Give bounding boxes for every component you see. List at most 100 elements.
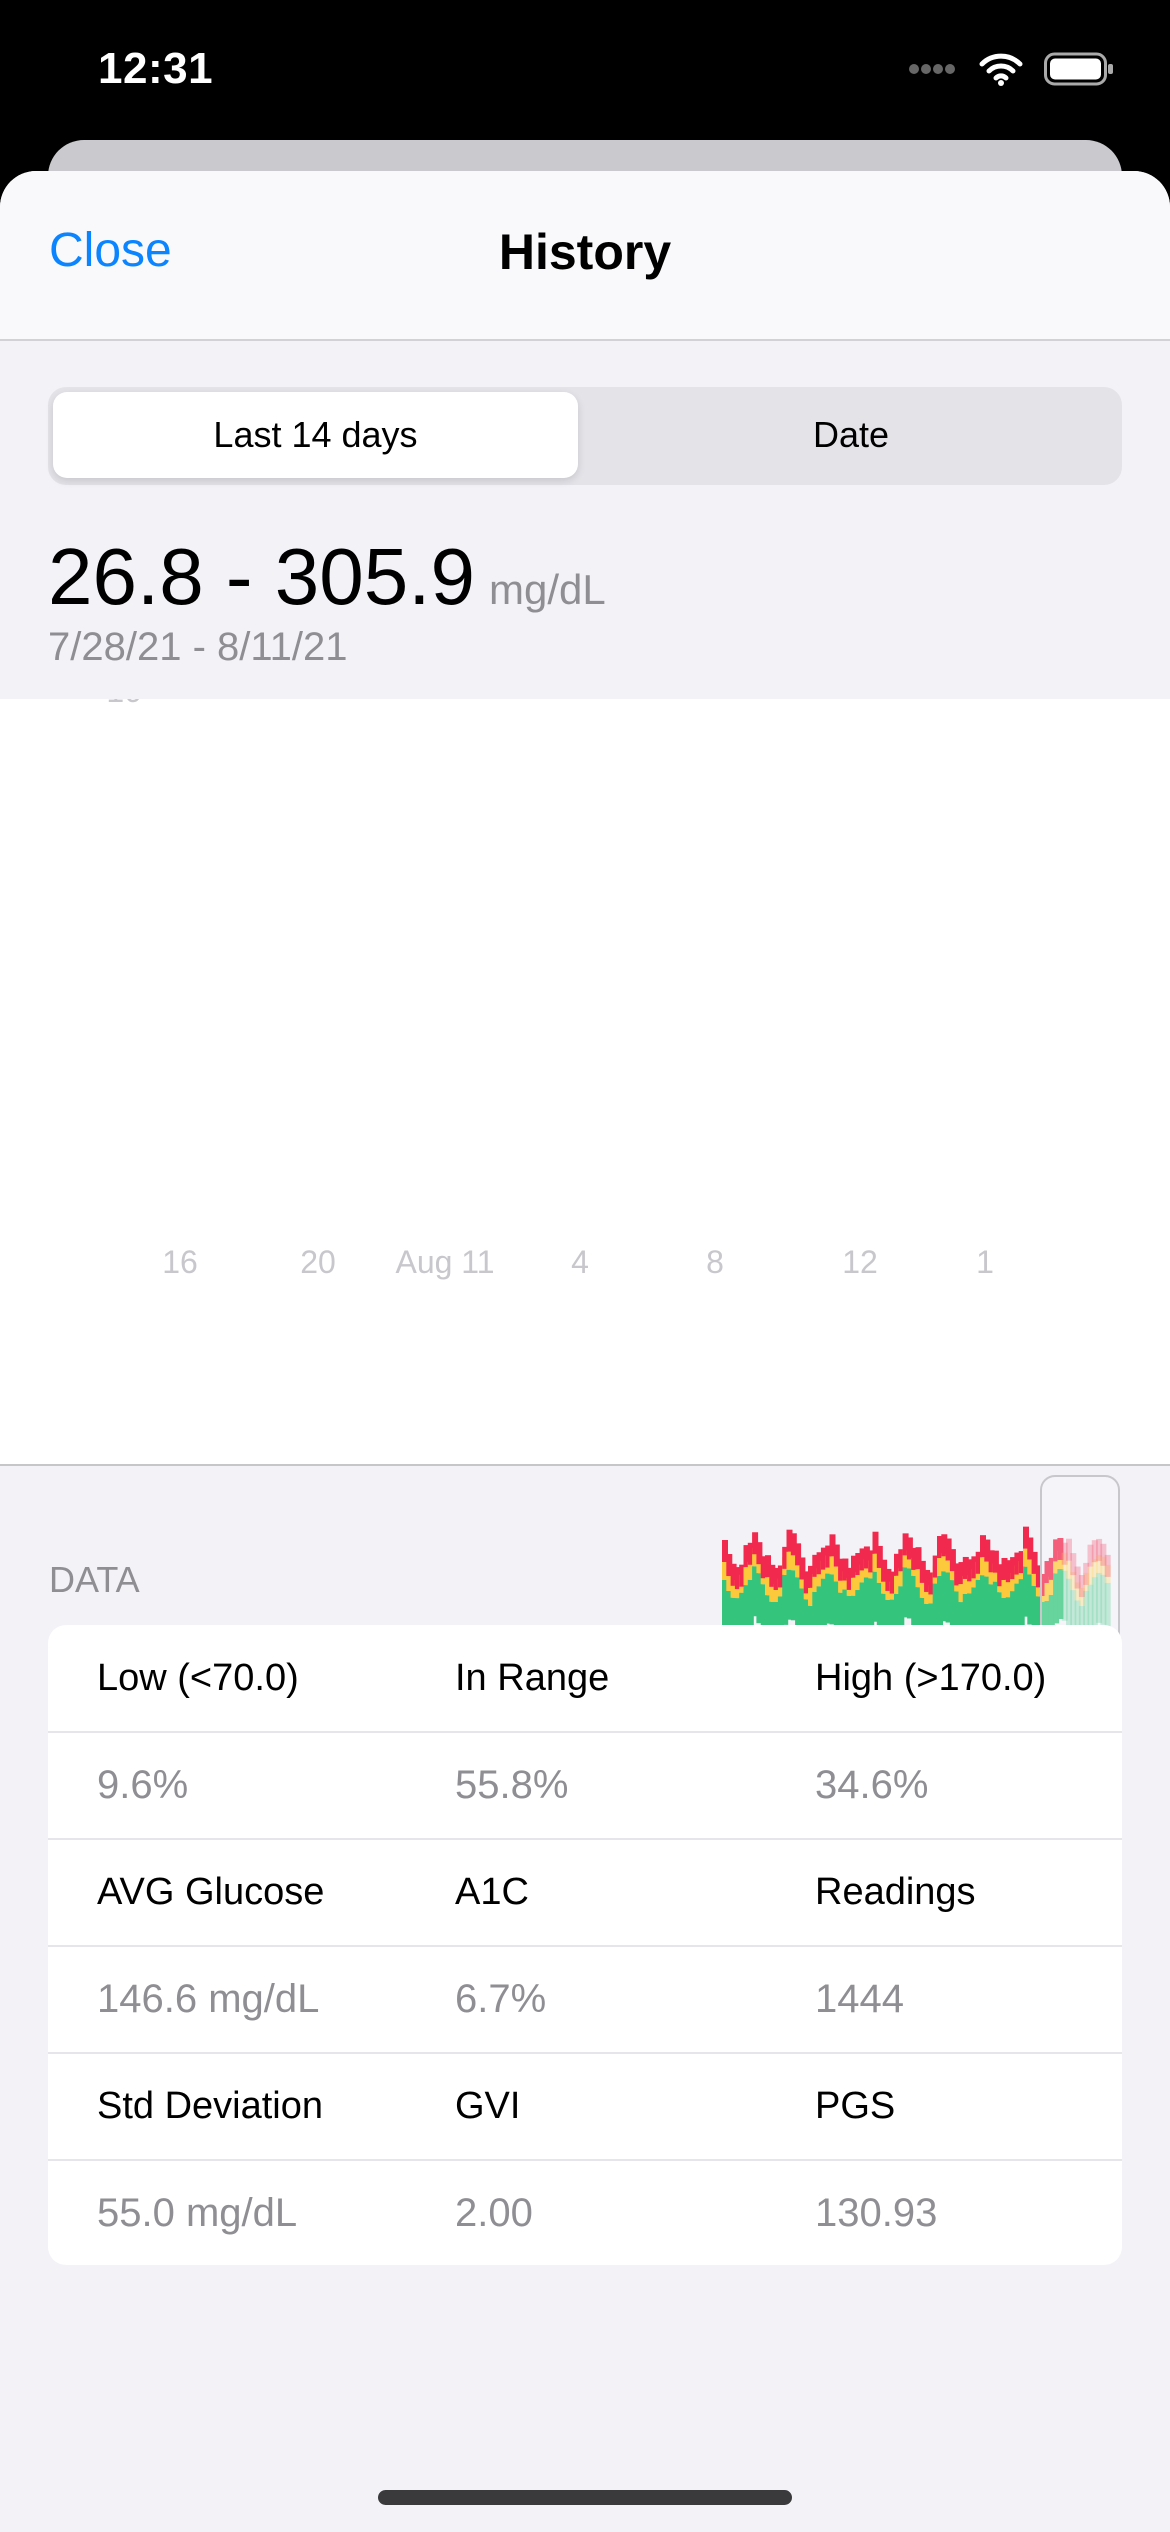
overview-bar xyxy=(782,1574,789,1625)
stat-label: GVI xyxy=(455,2085,521,2127)
navigation-bar: Close History xyxy=(0,171,1170,341)
overview-bar xyxy=(1091,1540,1098,1563)
overview-bar xyxy=(808,1587,814,1606)
overview-bar xyxy=(1074,1566,1081,1589)
segment-date[interactable]: Date xyxy=(812,414,890,455)
overview-bar xyxy=(734,1567,741,1590)
overview-bar xyxy=(1053,1573,1060,1624)
stat-value: 55.8% xyxy=(455,1763,569,1807)
overview-bar xyxy=(1048,1594,1055,1645)
overview-bar xyxy=(997,1592,1004,1643)
overview-bar xyxy=(988,1550,995,1573)
overview-bar xyxy=(726,1554,733,1577)
overview-bar xyxy=(1096,1554,1103,1573)
overview-bar xyxy=(747,1542,754,1565)
overview-bar xyxy=(777,1578,784,1597)
overview-bar xyxy=(1066,1560,1072,1579)
overview-bar xyxy=(945,1538,952,1561)
overview-bar xyxy=(1005,1597,1012,1648)
x-tick-label: Aug 11 xyxy=(395,1244,494,1280)
overview-bar xyxy=(1031,1551,1038,1574)
overview-bar xyxy=(846,1595,853,1646)
overview-bar xyxy=(863,1559,870,1578)
chart-overview-scrubber[interactable] xyxy=(0,1468,1170,1674)
y-tick-label: 10 xyxy=(106,699,142,709)
overview-bar xyxy=(812,1573,819,1592)
glucose-chart[interactable]: 33025017090101620Aug 11481210 U15 U xyxy=(0,699,1170,1289)
overview-bar xyxy=(859,1582,866,1633)
overview-bar xyxy=(992,1550,999,1573)
x-tick-label: 1 xyxy=(976,1244,994,1280)
overview-bar xyxy=(799,1557,806,1580)
segment-last-14-days[interactable]: Last 14 days xyxy=(53,392,578,478)
x-tick-label: 8 xyxy=(706,1244,724,1280)
overview-bar xyxy=(1070,1553,1077,1576)
overview-bar xyxy=(851,1577,857,1596)
overview-bar xyxy=(1070,1572,1077,1591)
overview-bar xyxy=(980,1535,986,1558)
page-title: History xyxy=(498,224,672,280)
close-button[interactable]: Close xyxy=(49,224,172,277)
overview-bar xyxy=(825,1573,832,1624)
overview-bar xyxy=(1078,1587,1085,1606)
overview-bar xyxy=(945,1572,952,1623)
overview-bar xyxy=(885,1599,892,1650)
overview-bar xyxy=(1027,1574,1034,1625)
overview-bar xyxy=(863,1577,870,1628)
overview-bar xyxy=(1035,1578,1042,1597)
overview-bar xyxy=(1100,1574,1107,1625)
overview-bar xyxy=(967,1559,974,1582)
overview-bar xyxy=(851,1595,857,1646)
overview-bar xyxy=(743,1567,750,1586)
overview-bar xyxy=(906,1568,913,1619)
overview-bar xyxy=(1078,1574,1085,1597)
overview-bar xyxy=(876,1582,883,1633)
stat-label: In Range xyxy=(455,1657,610,1699)
range-unit: mg/dL xyxy=(489,566,606,613)
overview-bar xyxy=(786,1529,793,1552)
overview-bar xyxy=(962,1556,969,1579)
overview-bar xyxy=(747,1561,754,1580)
overview-bar xyxy=(820,1547,827,1570)
overview-bar xyxy=(937,1576,943,1627)
overview-bar xyxy=(1104,1582,1111,1633)
overview-bar xyxy=(958,1562,965,1585)
overview-bar xyxy=(997,1564,1004,1587)
overview-bar xyxy=(1074,1582,1081,1601)
stat-value: 9.6% xyxy=(97,1763,189,1807)
status-icons xyxy=(908,52,1114,86)
overview-bar xyxy=(851,1555,857,1578)
stat-value: 55.0 mg/dL xyxy=(97,2191,298,2235)
overview-bar xyxy=(898,1586,905,1637)
overview-bar xyxy=(967,1575,974,1594)
overview-bar xyxy=(739,1564,746,1587)
overview-bar xyxy=(734,1580,741,1599)
overview-bar xyxy=(906,1537,913,1560)
overview-bar xyxy=(941,1571,948,1622)
overview-bar xyxy=(1010,1573,1017,1592)
overview-bar xyxy=(902,1549,909,1568)
range-segmented-control: Last 14 days Date xyxy=(48,387,1122,485)
overview-bar xyxy=(954,1591,961,1642)
overview-bar xyxy=(1001,1579,1008,1598)
overview-bar xyxy=(984,1539,991,1562)
overview-bar xyxy=(722,1580,728,1630)
overview-bar xyxy=(962,1575,969,1594)
overview-bar xyxy=(919,1579,926,1598)
overview-bar xyxy=(902,1567,909,1618)
wifi-icon xyxy=(979,53,1023,86)
overview-bar xyxy=(941,1553,948,1572)
overview-bar xyxy=(734,1598,741,1649)
overview-window-handle xyxy=(1040,1475,1120,1674)
overview-bar xyxy=(743,1585,750,1636)
overview-bar xyxy=(765,1577,771,1596)
overview-bar xyxy=(902,1533,909,1556)
overview-bar xyxy=(795,1559,802,1578)
overview-bar xyxy=(881,1575,888,1594)
stats-label-row: Std Deviation GVI PGS xyxy=(48,2053,1122,2161)
overview-bar xyxy=(812,1554,819,1577)
overview-bar xyxy=(1010,1591,1017,1642)
overview-bar xyxy=(829,1556,836,1575)
stat-value: 146.6 mg/dL xyxy=(97,1977,320,2021)
overview-bar xyxy=(820,1578,827,1629)
